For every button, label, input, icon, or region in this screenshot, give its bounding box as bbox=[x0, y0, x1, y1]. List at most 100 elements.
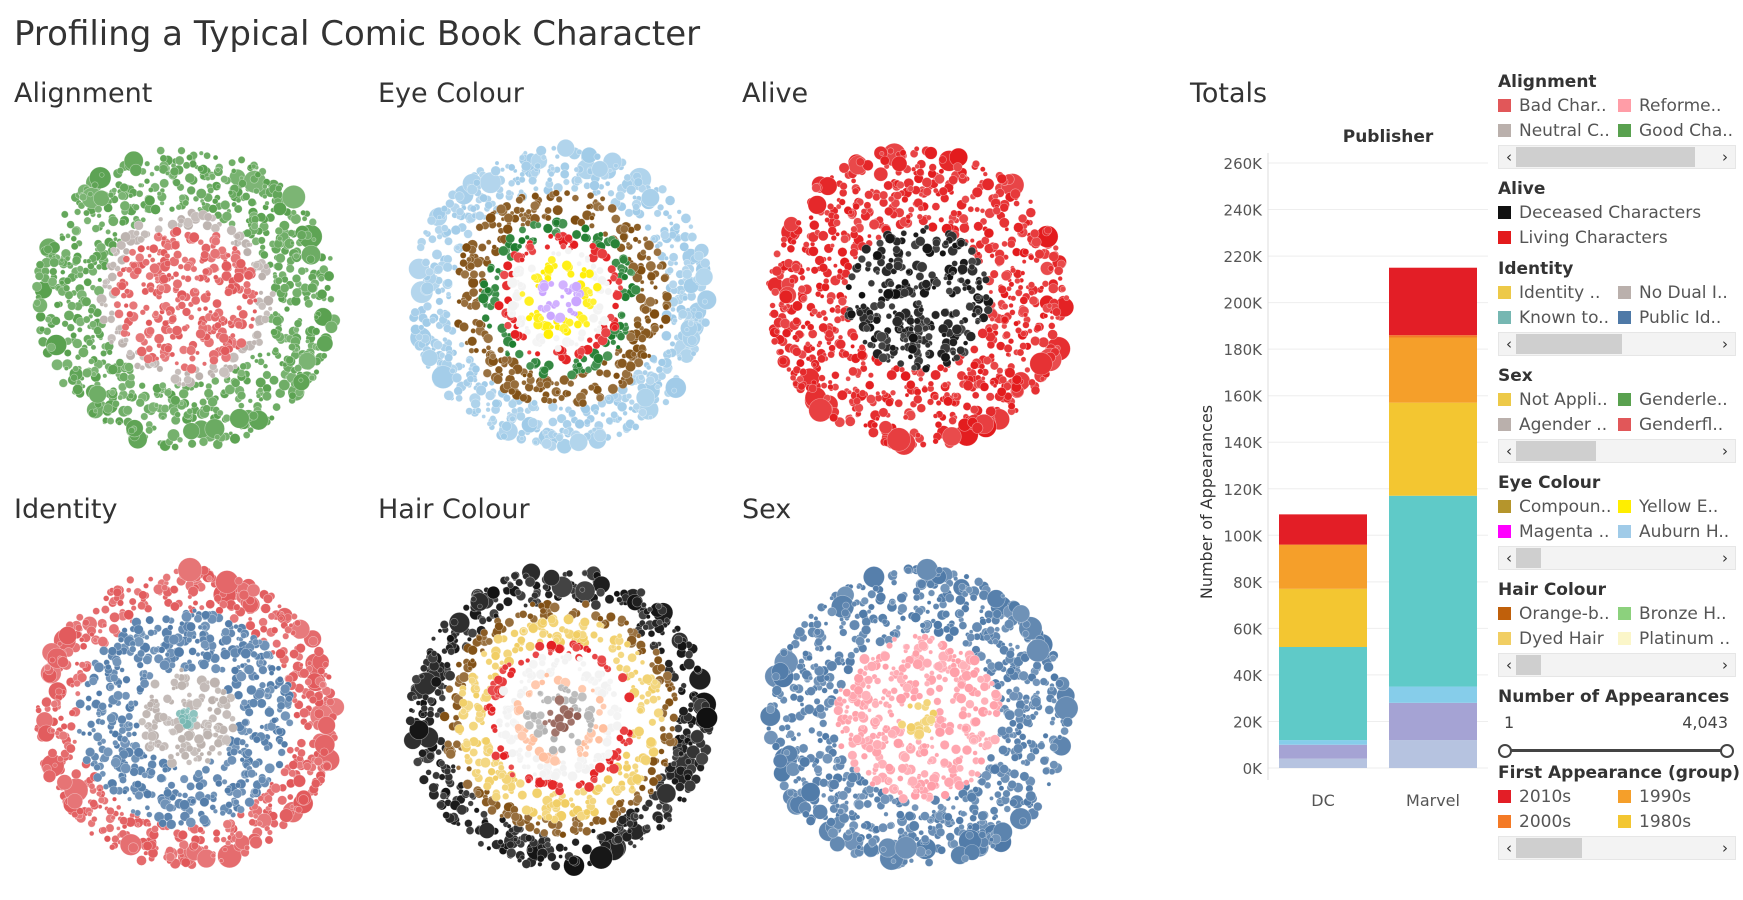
bubble[interactable] bbox=[247, 426, 254, 434]
bubble[interactable] bbox=[795, 219, 802, 227]
bubble[interactable] bbox=[127, 392, 135, 400]
bubble[interactable] bbox=[444, 353, 454, 363]
bubble[interactable] bbox=[35, 311, 46, 323]
bubble[interactable] bbox=[238, 179, 247, 188]
bubble[interactable] bbox=[215, 184, 221, 190]
bubble[interactable] bbox=[981, 177, 995, 191]
bubble[interactable] bbox=[112, 399, 120, 408]
bubble[interactable] bbox=[221, 778, 228, 785]
bubble[interactable] bbox=[107, 364, 119, 375]
bubble[interactable] bbox=[145, 615, 155, 625]
bubble[interactable] bbox=[167, 781, 176, 790]
bubble[interactable] bbox=[577, 328, 587, 338]
bubble[interactable] bbox=[1008, 302, 1014, 309]
bubble[interactable] bbox=[473, 347, 480, 354]
bubble[interactable] bbox=[103, 302, 109, 308]
bubble[interactable] bbox=[109, 389, 116, 396]
bubble[interactable] bbox=[317, 275, 325, 282]
bubble[interactable] bbox=[481, 313, 490, 323]
bubble[interactable] bbox=[515, 322, 521, 328]
bubble[interactable] bbox=[517, 429, 526, 438]
bubble[interactable] bbox=[185, 345, 197, 356]
bubble[interactable] bbox=[919, 227, 927, 235]
bubble[interactable] bbox=[220, 836, 227, 843]
bubble[interactable] bbox=[231, 378, 241, 388]
bubble[interactable] bbox=[162, 573, 171, 582]
bubble[interactable] bbox=[589, 242, 597, 250]
bubble[interactable] bbox=[288, 622, 294, 628]
bubble[interactable] bbox=[916, 213, 923, 220]
bubble[interactable] bbox=[243, 280, 252, 289]
bubble[interactable] bbox=[156, 773, 166, 783]
bubble[interactable] bbox=[632, 203, 640, 211]
bubble[interactable] bbox=[166, 272, 172, 279]
bubble[interactable] bbox=[475, 319, 484, 329]
bubble[interactable] bbox=[245, 595, 255, 606]
bubble[interactable] bbox=[311, 237, 317, 242]
bubble[interactable] bbox=[179, 620, 185, 627]
bubble[interactable] bbox=[805, 341, 811, 347]
bubble[interactable] bbox=[879, 155, 890, 166]
bubble[interactable] bbox=[802, 241, 810, 248]
bubble[interactable] bbox=[940, 308, 950, 318]
bubble[interactable] bbox=[640, 249, 647, 256]
bubble[interactable] bbox=[956, 345, 966, 355]
bubble[interactable] bbox=[282, 632, 290, 640]
bubble[interactable] bbox=[989, 380, 996, 386]
bubble[interactable] bbox=[833, 218, 841, 227]
bubble[interactable] bbox=[635, 292, 647, 304]
bubble[interactable] bbox=[808, 214, 814, 221]
bubble[interactable] bbox=[690, 350, 697, 357]
bubble[interactable] bbox=[257, 352, 263, 358]
bubble[interactable] bbox=[479, 193, 488, 203]
bubble[interactable] bbox=[60, 269, 66, 275]
bubble[interactable] bbox=[34, 271, 44, 281]
bubble[interactable] bbox=[60, 749, 70, 759]
bubble[interactable] bbox=[179, 294, 186, 301]
bubble[interactable] bbox=[278, 220, 290, 232]
bubble[interactable] bbox=[91, 815, 98, 823]
bubble[interactable] bbox=[230, 666, 240, 675]
bubble[interactable] bbox=[272, 639, 282, 649]
bubble[interactable] bbox=[619, 255, 629, 265]
bubble[interactable] bbox=[109, 611, 120, 623]
bubble[interactable] bbox=[519, 393, 528, 402]
bubble[interactable] bbox=[973, 221, 984, 232]
bubble[interactable] bbox=[518, 207, 525, 214]
bubble[interactable] bbox=[988, 353, 995, 360]
bubble[interactable] bbox=[918, 376, 924, 382]
bubble[interactable] bbox=[999, 202, 1009, 213]
bubble[interactable] bbox=[304, 299, 314, 309]
bubble[interactable] bbox=[583, 418, 591, 426]
bubble[interactable] bbox=[644, 317, 652, 325]
bubble[interactable] bbox=[99, 315, 109, 325]
bubble[interactable] bbox=[95, 710, 101, 717]
bubble[interactable] bbox=[619, 224, 629, 234]
bubble[interactable] bbox=[530, 399, 538, 407]
bubble[interactable] bbox=[607, 168, 613, 173]
bubble[interactable] bbox=[502, 223, 513, 235]
bubble[interactable] bbox=[563, 287, 570, 293]
bubble[interactable] bbox=[779, 318, 791, 329]
bubble[interactable] bbox=[657, 358, 667, 367]
bubble[interactable] bbox=[809, 219, 820, 231]
bubble[interactable] bbox=[230, 811, 237, 818]
bubble[interactable] bbox=[1029, 352, 1053, 376]
bubble[interactable] bbox=[459, 251, 467, 259]
bubble[interactable] bbox=[72, 383, 84, 395]
bubble[interactable] bbox=[147, 629, 155, 637]
bubble[interactable] bbox=[238, 309, 249, 320]
bubble[interactable] bbox=[442, 262, 453, 273]
bubble[interactable] bbox=[177, 819, 185, 826]
bubble-group[interactable] bbox=[408, 138, 717, 455]
bubble[interactable] bbox=[669, 243, 675, 249]
bubble[interactable] bbox=[694, 310, 704, 320]
bubble[interactable] bbox=[85, 695, 92, 702]
bubble[interactable] bbox=[1019, 342, 1028, 350]
bubble[interactable] bbox=[96, 740, 103, 747]
bubble[interactable] bbox=[159, 353, 166, 360]
bubble[interactable] bbox=[111, 730, 120, 738]
bubble[interactable] bbox=[523, 296, 535, 307]
bubble[interactable] bbox=[532, 185, 539, 192]
bubble[interactable] bbox=[778, 289, 793, 304]
